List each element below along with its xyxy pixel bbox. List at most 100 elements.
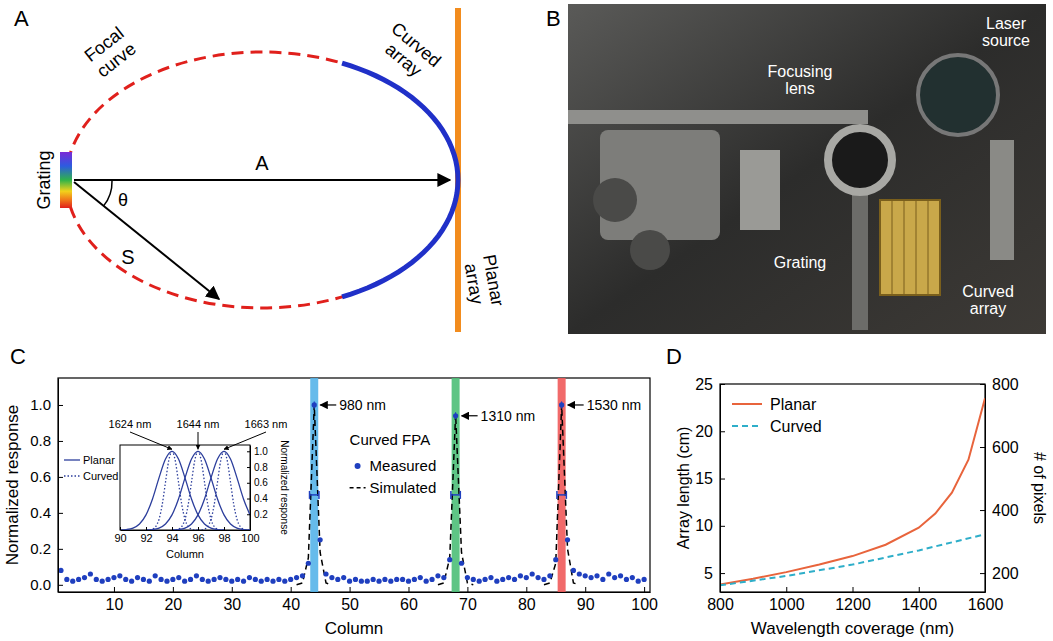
- y2-title-group: # of pixels: [1031, 452, 1048, 524]
- grating-photo-label-group: Grating: [774, 254, 826, 271]
- tick: 70: [459, 587, 477, 613]
- point: [642, 577, 647, 582]
- tick-mark: [644, 587, 645, 592]
- plot-frame: [120, 445, 250, 530]
- tick-label: 20: [164, 596, 182, 613]
- point: [235, 577, 240, 582]
- legend-label: Simulated: [370, 479, 437, 496]
- annotation: 1663 nm: [245, 418, 288, 430]
- tick-mark: [350, 587, 351, 592]
- point: [353, 577, 358, 582]
- text-line: array: [381, 39, 425, 81]
- tick-label: 600: [992, 439, 1019, 456]
- fwhm-bar: [451, 494, 460, 496]
- point: [129, 579, 134, 584]
- tick: 0.2: [247, 509, 268, 520]
- axis-title: Wavelength coverage (nm): [751, 619, 954, 638]
- text-line: array: [970, 300, 1006, 317]
- point: [176, 575, 181, 580]
- photo-label: Grating: [774, 254, 826, 271]
- rail: [568, 110, 868, 124]
- tick-mark: [114, 587, 115, 592]
- axis: 102030405060708090100: [59, 587, 659, 613]
- point: [117, 573, 122, 578]
- point: [441, 575, 446, 580]
- point: [147, 579, 152, 584]
- axis-title: Array length (cm): [675, 427, 692, 550]
- point: [459, 561, 464, 566]
- point: [194, 573, 199, 578]
- tick-mark: [526, 587, 527, 592]
- tick-label: 1.0: [30, 396, 51, 413]
- tick: 0.8: [247, 462, 268, 473]
- point: [347, 579, 352, 584]
- panel-d: D800100012001400160051015202520040060080…: [666, 344, 1048, 638]
- tick-label: 1400: [901, 596, 937, 613]
- point: [388, 579, 393, 584]
- point: [530, 571, 535, 576]
- point: [553, 557, 558, 562]
- point: [371, 577, 376, 582]
- grating: [60, 152, 72, 208]
- tick-label: 0.2: [254, 509, 268, 520]
- knob: [593, 178, 637, 222]
- grating-label-group: Grating: [34, 150, 54, 209]
- point: [341, 575, 346, 580]
- focal-curve: [66, 52, 458, 308]
- tick: 25: [695, 376, 725, 393]
- text-line: array: [461, 262, 488, 306]
- annotation-arrow: [320, 404, 336, 405]
- tick-label: 1.0: [254, 446, 268, 457]
- tick: 50: [341, 587, 359, 613]
- annotation: 1624 nm: [109, 418, 152, 430]
- point: [488, 575, 493, 580]
- point: [288, 577, 293, 582]
- fwhm-cap: [566, 491, 568, 499]
- tick-label: 60: [400, 596, 418, 613]
- tick-mark: [853, 587, 854, 592]
- point: [164, 579, 169, 584]
- chip-grid: [904, 200, 905, 295]
- point: [335, 577, 340, 582]
- point: [577, 571, 582, 576]
- tick-mark: [980, 384, 985, 385]
- axis: 9092949698100: [114, 527, 259, 544]
- line: [198, 451, 250, 530]
- laser-source-label-group: Lasersource: [982, 15, 1030, 50]
- point: [270, 579, 275, 584]
- panel-label: C: [10, 344, 26, 369]
- tick-mark: [58, 585, 63, 586]
- tick-label: 94: [166, 532, 178, 544]
- tick-label: 0.0: [30, 576, 51, 593]
- tick: 0.6: [30, 468, 63, 485]
- point: [94, 577, 99, 582]
- inset: 90929496981000.20.40.60.81.0ColumnNormal…: [64, 418, 290, 560]
- legend-line: [64, 475, 80, 476]
- axis-line: [59, 592, 651, 593]
- tick-label: 50: [341, 596, 359, 613]
- lens: [828, 128, 892, 192]
- tick: 0.0: [30, 576, 63, 593]
- point: [323, 571, 328, 576]
- point: [594, 573, 599, 578]
- tick-mark: [58, 477, 63, 478]
- text-line: lens: [785, 80, 814, 97]
- curved-array-label-group: Curvedarray: [375, 18, 445, 86]
- point: [105, 577, 110, 582]
- tick-label: 90: [577, 596, 595, 613]
- tick-label: 92: [140, 532, 152, 544]
- point: [135, 575, 140, 580]
- point: [630, 575, 635, 580]
- tick-label: 10: [695, 517, 713, 534]
- tick-mark: [720, 573, 725, 574]
- point: [541, 577, 546, 582]
- point: [294, 575, 299, 580]
- point: [312, 402, 317, 407]
- point: [412, 577, 417, 582]
- tick: 60: [400, 587, 418, 613]
- tick-label: 40: [282, 596, 300, 613]
- tick-label: 96: [192, 532, 204, 544]
- tick-label: 100: [241, 532, 259, 544]
- fwhm-bar: [310, 494, 319, 496]
- legend-line: [64, 459, 80, 460]
